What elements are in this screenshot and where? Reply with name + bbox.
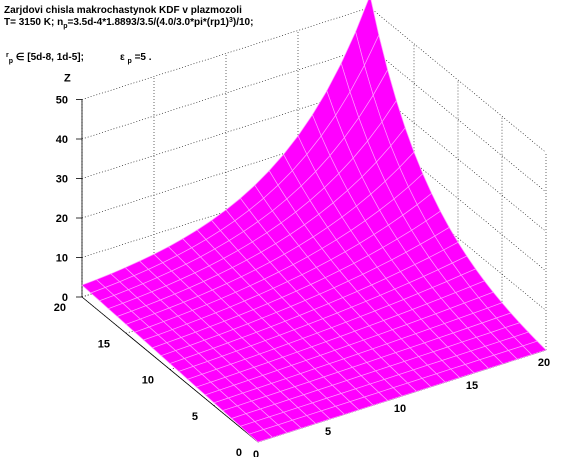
surface-mesh [81,0,547,443]
x-tick-label: 15 [466,380,478,392]
z-tick-label: 50 [56,95,68,107]
surface-cell [248,429,274,443]
range-line: rp ∈ [5d-8, 1d-5]; [6,52,84,65]
z-gridline [369,86,547,232]
formula-subscript: p [63,23,68,30]
epsilon-subscript: p [127,58,132,65]
x-tick-label: 20 [538,357,550,369]
x-tick-label: 0 [253,449,259,457]
epsilon-text: =5 . [134,52,152,63]
x-tick-label: 10 [394,403,406,415]
y-tick-label: 15 [98,338,110,350]
z-tick-label: 30 [56,174,68,186]
y-tick-label: 20 [54,302,66,314]
z-tick-label: 10 [56,253,68,265]
formula-line: T= 3150 K; np=3.5d-4*1.8893/3.5/(4.0/3.0… [4,17,254,30]
z-tick-label: 20 [56,213,68,225]
y-tick-label: 10 [142,375,154,387]
epsilon-symbol: ε [120,52,125,63]
range-r: r [6,52,9,59]
z-tick-label: 40 [56,134,68,146]
y-tick-label: 5 [192,411,198,423]
epsilon-line: ε p =5 . [120,52,152,65]
z-gridline [369,7,547,153]
z-axis-label: Z [64,73,71,85]
y-tick-label: 0 [236,447,242,457]
z-gridline [369,46,547,193]
z-tick-label: 0 [62,292,68,304]
formula-prefix: T= 3150 K; n [4,17,64,28]
formula-mid: =3.5d-4*1.8893/3.5/(4.0/3.0*pi*(rp1) [67,17,229,28]
formula-superscript: 3 [228,17,233,24]
chart-title: Zarjdovi chisla makrochastynok KDF v pla… [4,5,242,16]
x-tick-label: 5 [325,426,331,438]
range-subscript: p [8,58,14,65]
formula-end: )/10; [232,17,254,28]
range-text: ∈ [5d-8, 1d-5]; [15,52,84,63]
